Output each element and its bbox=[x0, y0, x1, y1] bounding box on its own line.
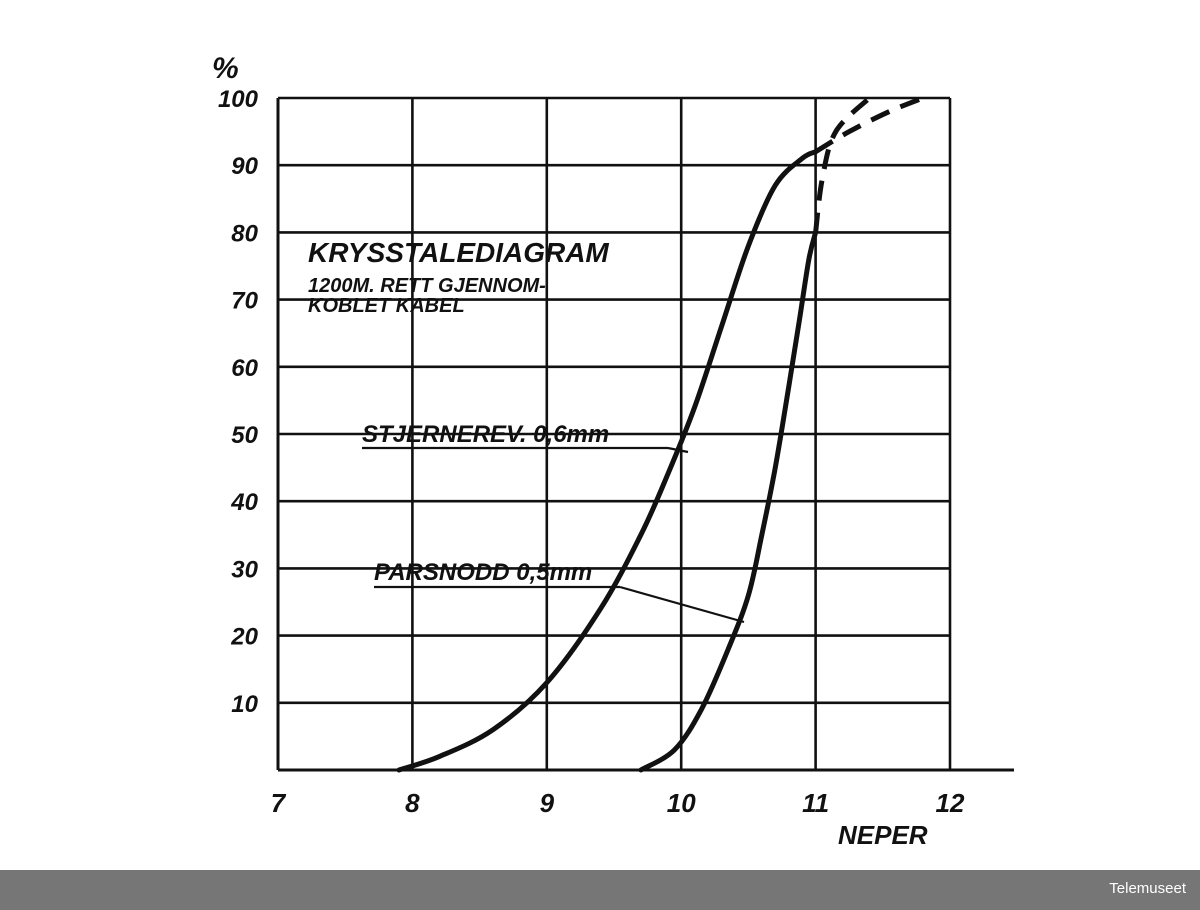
y-tick-label-30: 30 bbox=[231, 556, 258, 583]
y-tick-label-60: 60 bbox=[231, 355, 258, 382]
chart-subtitle-line-2: KOBLET KABEL bbox=[308, 295, 465, 317]
series-leader-parsnodd bbox=[619, 585, 745, 624]
series-extension-stjernerev bbox=[814, 95, 925, 154]
y-tick-label-10: 10 bbox=[231, 691, 258, 718]
series-label-parsnodd: PARSNODD 0,5mm bbox=[374, 559, 592, 586]
x-tick-label-11: 11 bbox=[802, 788, 829, 818]
y-tick-label-90: 90 bbox=[231, 153, 258, 180]
chart-title: KRYSSTALEDIAGRAM bbox=[308, 237, 609, 268]
y-tick-label-50: 50 bbox=[231, 422, 258, 449]
series-extension-parsnodd bbox=[813, 96, 872, 233]
watermark-text: Telemuseet bbox=[1109, 880, 1186, 897]
chart-area: 7 8 9 10 11 12 10 20 30 40 50 60 70 80 90 100 KRYSSTALE… bbox=[212, 52, 1014, 850]
chart-subtitle-line-1: 1200M. RETT GJENNOM- bbox=[308, 275, 546, 297]
y-tick-label-100: 100 bbox=[218, 86, 259, 113]
x-tick-label-9: 9 bbox=[540, 788, 555, 818]
series-label-stjernerev: STJERNEREV. 0,6mm bbox=[362, 421, 609, 448]
y-tick-label-80: 80 bbox=[231, 220, 258, 247]
series-line-parsnodd bbox=[638, 229, 819, 773]
x-tick-label-7: 7 bbox=[271, 788, 287, 818]
y-tick-label-40: 40 bbox=[230, 489, 258, 516]
x-tick-label-10: 10 bbox=[667, 788, 696, 818]
series-line-stjernerev bbox=[396, 149, 819, 773]
footer-bar: Telemuseet bbox=[0, 870, 1200, 910]
y-axis-unit: % bbox=[212, 52, 239, 85]
x-tick-label-8: 8 bbox=[405, 788, 420, 818]
series-leader-stjernerev bbox=[667, 446, 689, 454]
x-axis-label: NEPER bbox=[838, 820, 928, 850]
crosstalk-chart: 7 8 9 10 11 12 10 20 30 40 50 60 70 80 90 100 KRYSSTALE… bbox=[212, 52, 1014, 850]
y-tick-label-20: 20 bbox=[230, 624, 258, 651]
x-tick-label-12: 12 bbox=[936, 788, 965, 818]
y-tick-label-70: 70 bbox=[231, 288, 258, 315]
